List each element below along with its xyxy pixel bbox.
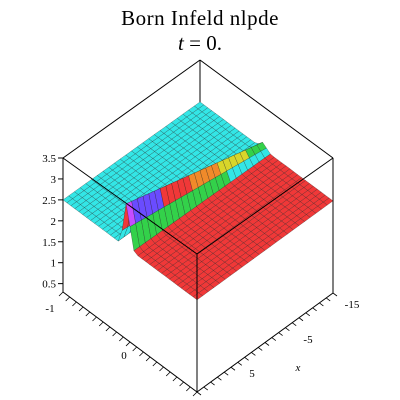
surface-peak-band [121, 142, 271, 252]
y-minor-tick [119, 336, 124, 342]
y-minor-tick [58, 291, 64, 297]
z-tick-label: 3.5 [42, 153, 56, 165]
y-minor-tick [85, 311, 91, 317]
subtitle-variable: t [178, 31, 184, 55]
y-minor-tick [98, 321, 104, 327]
y-minor-tick [192, 391, 198, 397]
y-minor-tick [179, 381, 184, 387]
y-minor-tick [152, 361, 158, 367]
subtitle-value: = 0. [183, 31, 222, 55]
x-minor-tick [332, 292, 338, 297]
x-minor-tick [251, 352, 256, 356]
x-minor-tick [244, 357, 249, 361]
z-tick-label: 0.5 [42, 279, 56, 291]
x-minor-tick [210, 381, 215, 386]
x-minor-tick [312, 307, 317, 312]
x-tick-label: -5 [303, 334, 313, 346]
x-minor-tick [264, 342, 270, 346]
y-minor-tick [172, 376, 178, 382]
y-minor-tick [145, 356, 151, 362]
x-minor-tick [196, 391, 202, 396]
y-tick-label: 0 [121, 350, 127, 362]
x-axis-label: x [295, 362, 301, 374]
z-tick-label: 2 [51, 216, 57, 228]
x-minor-tick [325, 297, 331, 302]
y-minor-tick [132, 346, 137, 352]
y-minor-tick [65, 296, 70, 302]
box-edge [62, 157, 198, 255]
x-minor-tick [319, 302, 324, 307]
chart-subtitle: t = 0. [0, 31, 400, 56]
y-minor-tick [72, 301, 77, 307]
x-minor-tick [298, 317, 304, 322]
y-minor-tick [78, 306, 84, 312]
box-edge [199, 59, 334, 159]
y-minor-tick [165, 371, 171, 377]
y-minor-tick [105, 326, 111, 332]
x-minor-tick [217, 376, 222, 381]
y-minor-tick [186, 386, 191, 392]
y-tick-label: -1 [45, 303, 54, 315]
y-minor-tick [92, 316, 97, 322]
z-tick-label: 1.5 [42, 237, 56, 249]
surface-high-plateau [133, 153, 334, 301]
x-minor-tick [291, 322, 297, 327]
y-minor-tick [139, 351, 144, 357]
x-minor-tick [271, 337, 277, 341]
x-tick-label: -15 [345, 299, 360, 311]
x-minor-tick [203, 386, 209, 391]
box-edge [196, 157, 334, 255]
x-minor-tick [305, 312, 311, 317]
chart-title: Born Infeld nlpde [121, 6, 279, 30]
z-tick-label: 3 [51, 174, 57, 186]
z-tick-label: 1 [51, 258, 57, 270]
box-edge [62, 59, 201, 159]
x-tick-label: 5 [249, 368, 255, 380]
axes: 0.5 1 1.5 2 2.5 3 3.5 -1 0 -15 -5 5 x [42, 153, 360, 397]
z-tick-label: 2.5 [42, 195, 56, 207]
x-minor-tick [285, 327, 290, 331]
y-minor-tick [125, 341, 131, 347]
x-minor-tick [278, 332, 283, 336]
y-minor-tick [112, 331, 117, 337]
x-minor-tick [223, 371, 229, 376]
y-minor-tick [159, 366, 164, 372]
x-minor-tick [237, 361, 243, 366]
x-minor-tick [230, 366, 236, 371]
x-minor-tick [257, 347, 263, 351]
